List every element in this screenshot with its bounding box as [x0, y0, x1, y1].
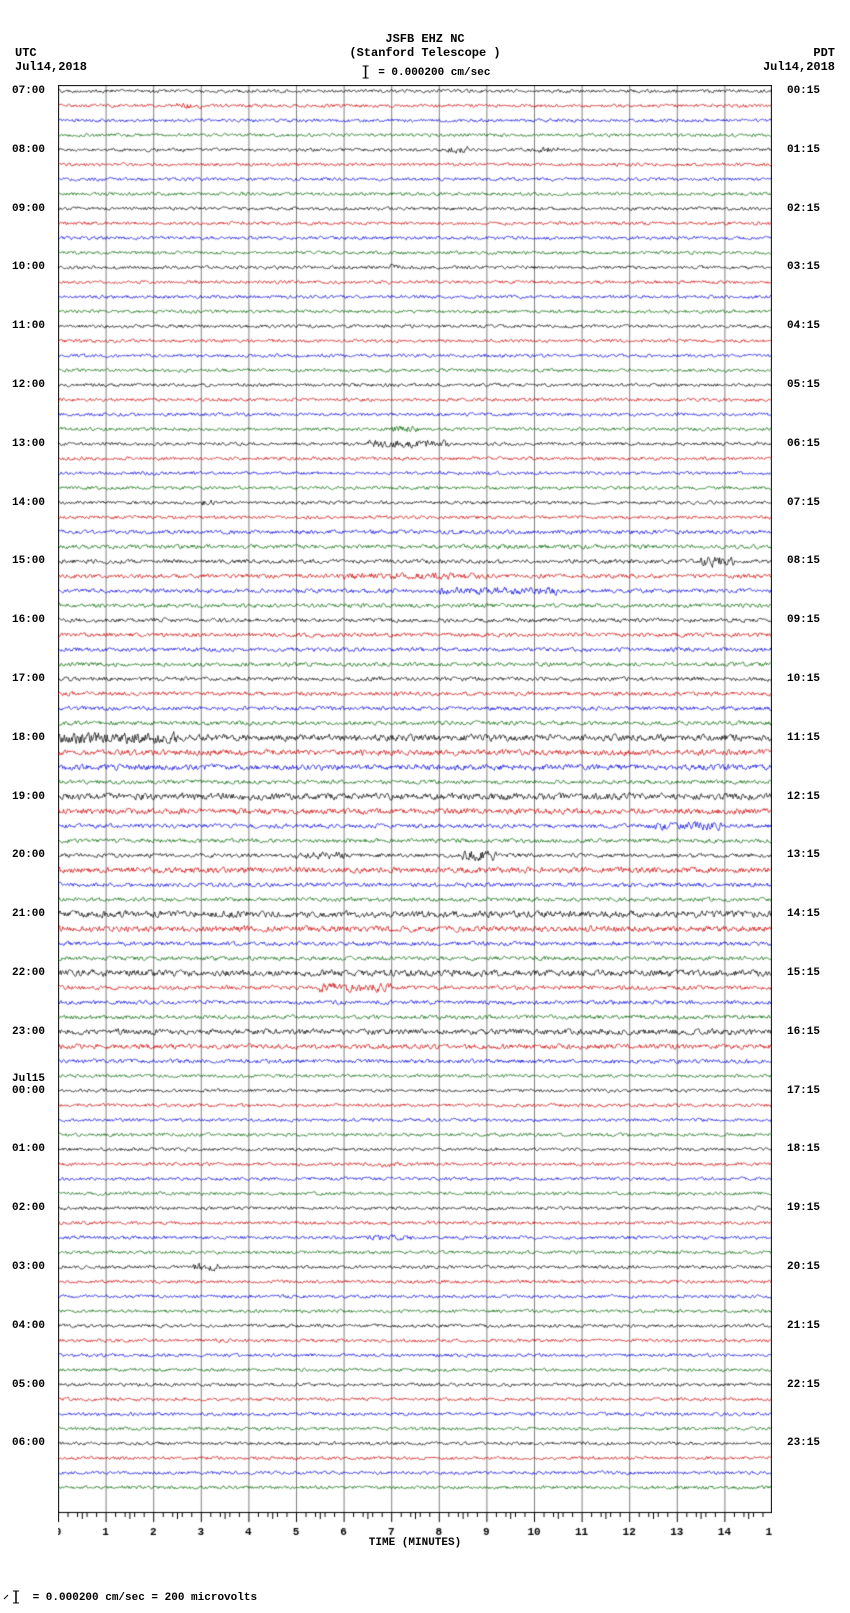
pdt-time-label: 11:15 [787, 732, 820, 744]
pdt-time-label: 16:15 [787, 1026, 820, 1038]
seismogram-container: JSFB EHZ NC (Stanford Telescope ) = 0.00… [0, 0, 850, 1613]
utc-label: UTC [15, 46, 37, 60]
utc-time-label: 02:00 [12, 1202, 45, 1214]
pdt-time-label: 19:15 [787, 1202, 820, 1214]
utc-time-label: 17:00 [12, 673, 45, 685]
utc-time-label: 15:00 [12, 555, 45, 567]
pdt-time-label: 07:15 [787, 497, 820, 509]
pdt-time-label: 01:15 [787, 144, 820, 156]
pdt-time-label: 20:15 [787, 1261, 820, 1273]
utc-time-label: 19:00 [12, 791, 45, 803]
utc-date: Jul14,2018 [15, 60, 87, 74]
station-location: (Stanford Telescope ) [349, 46, 500, 60]
scale-bar-text: = 0.000200 cm/sec [378, 67, 490, 79]
pdt-time-label: 00:15 [787, 85, 820, 97]
utc-time-label: 00:00 [12, 1085, 45, 1097]
utc-time-label: 11:00 [12, 320, 45, 332]
utc-time-label: 20:00 [12, 849, 45, 861]
utc-time-label: 09:00 [12, 203, 45, 215]
utc-time-label: 01:00 [12, 1143, 45, 1155]
pdt-time-label: 14:15 [787, 908, 820, 920]
pdt-time-label: 12:15 [787, 791, 820, 803]
pdt-label: PDT [813, 46, 835, 60]
station-code: JSFB EHZ NC [385, 32, 464, 46]
pdt-time-label: 09:15 [787, 614, 820, 626]
pdt-time-label: 18:15 [787, 1143, 820, 1155]
scale-bar-header: = 0.000200 cm/sec [360, 64, 491, 80]
utc-time-label: 16:00 [12, 614, 45, 626]
pdt-time-label: 15:15 [787, 967, 820, 979]
pdt-time-label: 02:15 [787, 203, 820, 215]
utc-time-label: 06:00 [12, 1437, 45, 1449]
pdt-time-label: 06:15 [787, 438, 820, 450]
utc-time-label: 18:00 [12, 732, 45, 744]
utc-time-label: 08:00 [12, 144, 45, 156]
utc-time-label: 10:00 [12, 261, 45, 273]
utc-time-label: 04:00 [12, 1320, 45, 1332]
pdt-time-label: 10:15 [787, 673, 820, 685]
pdt-time-label: 21:15 [787, 1320, 820, 1332]
utc-time-label: 23:00 [12, 1026, 45, 1038]
pdt-time-label: 13:15 [787, 849, 820, 861]
seismogram-plot [58, 85, 772, 1553]
utc-time-label: 05:00 [12, 1379, 45, 1391]
footer-scale-text: = 0.000200 cm/sec = 200 microvolts [33, 1592, 257, 1604]
utc-time-label: 12:00 [12, 379, 45, 391]
pdt-date: Jul14,2018 [763, 60, 835, 74]
pdt-time-label: 23:15 [787, 1437, 820, 1449]
pdt-time-label: 17:15 [787, 1085, 820, 1097]
pdt-time-label: 08:15 [787, 555, 820, 567]
pdt-time-label: 03:15 [787, 261, 820, 273]
scale-bar-footer: = 0.000200 cm/sec = 200 microvolts [0, 1589, 257, 1605]
pdt-time-label: 05:15 [787, 379, 820, 391]
utc-time-label: 03:00 [12, 1261, 45, 1273]
utc-time-label: 07:00 [12, 85, 45, 97]
pdt-time-label: 04:15 [787, 320, 820, 332]
utc-time-label: 21:00 [12, 908, 45, 920]
utc-time-label: 22:00 [12, 967, 45, 979]
utc-time-label: 14:00 [12, 497, 45, 509]
utc-date-marker: Jul15 [12, 1073, 45, 1085]
utc-time-label: 13:00 [12, 438, 45, 450]
pdt-time-label: 22:15 [787, 1379, 820, 1391]
x-axis-label: TIME (MINUTES) [369, 1537, 461, 1549]
